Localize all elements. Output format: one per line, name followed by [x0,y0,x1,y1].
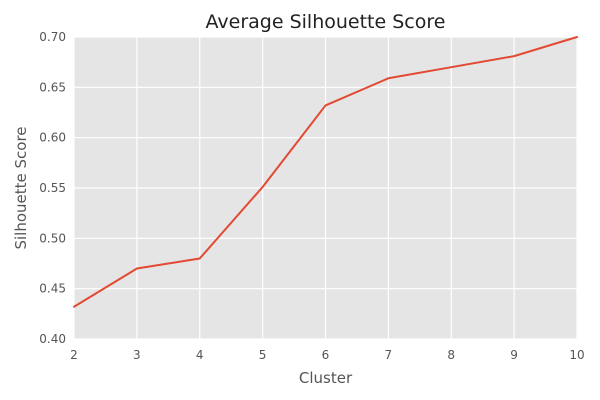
x-tick-label: 3 [133,348,141,362]
y-tick-label: 0.50 [39,231,66,245]
x-tick-label: 7 [385,348,393,362]
y-axis-label: Silhouette Score [12,126,30,249]
x-tick-label: 2 [70,348,78,362]
x-tick-label: 4 [196,348,204,362]
x-tick-label: 9 [510,348,518,362]
series-layer [73,36,578,308]
y-tick-label: 0.70 [39,30,66,44]
tick-labels: 2 3 4 5 6 7 8 9 10 0.40 0.45 0.50 0.55 0.60 0.65 0.70 [39,30,584,362]
y-tick-label: 0.60 [39,131,66,145]
y-tick-label: 0.65 [39,80,66,94]
chart-title: Average Silhouette Score [206,11,446,33]
series-line [73,36,578,308]
y-tick-label: 0.45 [39,282,66,296]
x-tick-label: 6 [322,348,330,362]
y-tick-label: 0.40 [39,332,66,346]
grid-lines [73,36,578,340]
x-tick-label: 8 [447,348,455,362]
y-tick-label: 0.55 [39,181,66,195]
x-tick-label: 5 [259,348,267,362]
x-tick-label: 10 [569,348,584,362]
x-axis-label: Cluster [299,369,353,387]
